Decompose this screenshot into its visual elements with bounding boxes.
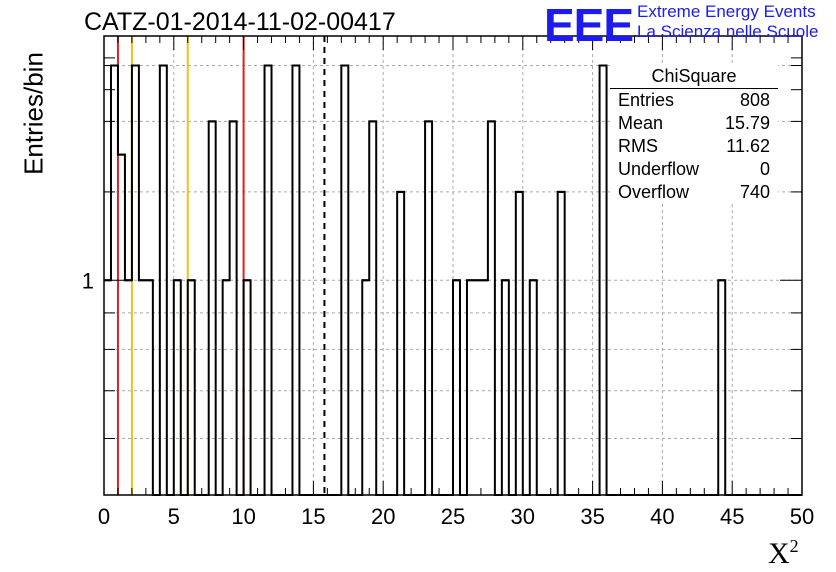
stats-label: RMS (618, 136, 658, 156)
stats-value: 15.79 (724, 113, 770, 133)
logo-text-line1: Extreme Energy Events (637, 2, 816, 21)
x-tick-label: 30 (511, 504, 535, 529)
stats-label: Underflow (618, 159, 700, 179)
stats-value: 808 (739, 90, 770, 110)
stats-value: 740 (739, 182, 770, 202)
stats-label: Entries (618, 90, 675, 110)
logo-text-line2: La Scienza nelle Scuole (637, 22, 819, 41)
stats-box: ChiSquare Entries 808 Mean 15.79 RMS 11.… (610, 64, 778, 204)
x-tick-label: 20 (371, 504, 395, 529)
axis-tick-labels: 0 5 10 15 20 25 30 35 40 45 50 1 (82, 268, 814, 529)
y-axis-label: Entries/bin (18, 52, 49, 175)
x-axis-label: X2 (768, 536, 799, 571)
stats-row-overflow: Overflow 740 (610, 181, 778, 204)
x-axis-label-superscript: 2 (789, 536, 799, 556)
x-tick-label: 0 (98, 504, 110, 529)
x-tick-label: 15 (301, 504, 325, 529)
stats-row-underflow: Underflow 0 (610, 158, 778, 181)
x-tick-label: 40 (650, 504, 674, 529)
x-tick-label: 35 (580, 504, 604, 529)
stats-value: 0 (759, 159, 770, 179)
eee-logo: EEE (544, 0, 634, 51)
axis-ticks (103, 36, 803, 496)
stats-label: Overflow (618, 182, 690, 202)
x-axis-label-base: X (768, 537, 790, 570)
stats-row-rms: RMS 11.62 (610, 135, 778, 158)
stats-title: ChiSquare (610, 64, 778, 89)
x-tick-label: 45 (720, 504, 744, 529)
x-tick-label: 25 (441, 504, 465, 529)
x-tick-label: 10 (231, 504, 255, 529)
stats-row-mean: Mean 15.79 (610, 112, 778, 135)
y-tick-label: 1 (82, 268, 94, 293)
x-tick-label: 5 (168, 504, 180, 529)
stats-label: Mean (618, 113, 664, 133)
stats-value: 11.62 (726, 136, 770, 156)
x-tick-label: 50 (790, 504, 814, 529)
chart-title: CATZ-01-2014-11-02-00417 (84, 8, 396, 36)
stats-row-entries: Entries 808 (610, 89, 778, 112)
